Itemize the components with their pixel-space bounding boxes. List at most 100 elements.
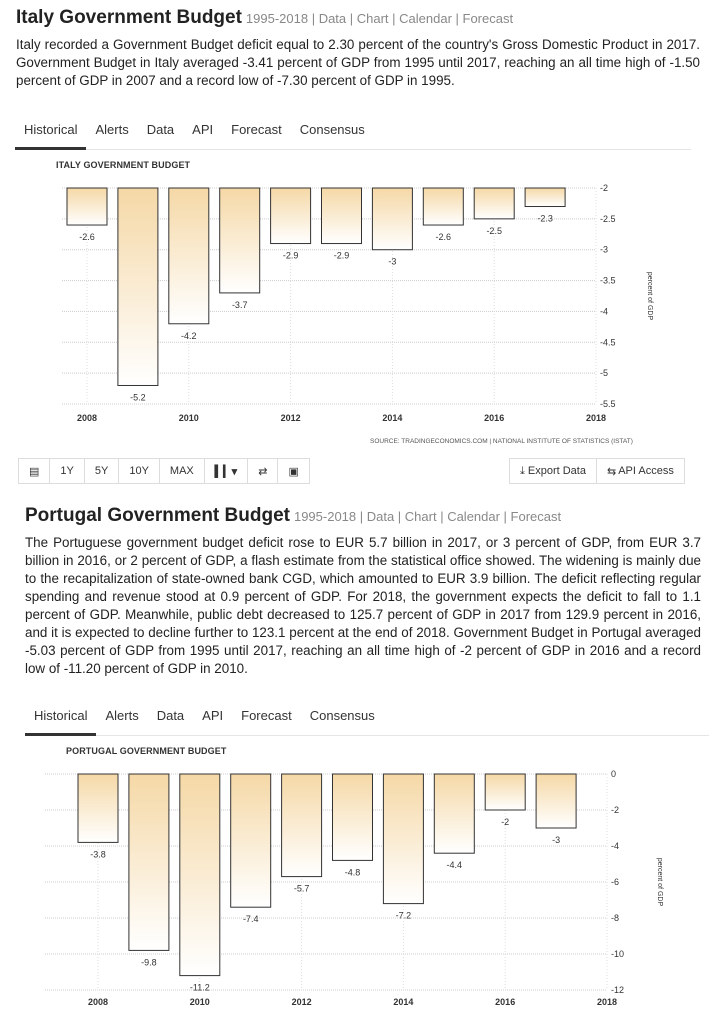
range-1y-button[interactable]: 1Y [50,459,85,483]
bar [128,773,170,951]
italy-export-toolbar: ⤓ Export Data ⇆ API Access [509,458,685,484]
y-tick-label: 0 [611,769,616,779]
shuffle-icon: ⇄ [258,465,268,478]
bar-value-label: -9.8 [141,957,157,967]
bar [382,773,424,905]
y-tick-label: -6 [611,877,619,887]
y-tick-label: -8 [611,913,619,923]
italy-source: SOURCE: TRADINGECONOMICS.COM | NATIONAL … [370,438,633,445]
bar-value-label: -2.6 [79,232,95,242]
bar-value-label: -3.8 [90,849,106,859]
bar [270,187,312,245]
bar-value-label: -4.8 [345,867,361,877]
portugal-chart-title: PORTUGAL GOVERNMENT BUDGET [66,746,227,756]
y-tick-label: -3.5 [600,276,616,286]
calendar-button[interactable]: ▤ [19,459,51,483]
range-max-button[interactable]: MAX [160,459,205,483]
tab-alerts[interactable]: Alerts [105,708,139,723]
y-tick-label: -2 [600,183,608,193]
y-tick-label: -4.5 [600,337,616,347]
tab-data[interactable]: Data [146,122,175,137]
bar [230,773,272,908]
x-tick-label: 2012 [281,413,301,423]
x-tick-label: 2016 [495,997,515,1007]
x-tick-label: 2018 [586,413,606,423]
bar-value-label: -2.9 [334,251,350,261]
x-tick-label: 2010 [190,997,210,1007]
italy-chart: -2 -2.5 -3 -3.5 -4 -4.5 -5 -5.5 2008 2010 2012 2014… [62,183,653,423]
bar [66,187,108,226]
x-tick-label: 2014 [382,413,402,423]
bar-value-label: -2.9 [283,251,299,261]
bar-value-label: -4.2 [181,331,197,341]
tab-api[interactable]: API [192,122,214,137]
bar-value-label: -3 [388,257,396,267]
portugal-title: Portugal Government Budget [25,505,290,526]
y-tick-label: -5.5 [600,399,616,409]
swap-icon: ⇆ [606,465,617,478]
bar-value-label: -2.5 [486,226,502,236]
tab-consensus[interactable]: Consensus [309,708,375,723]
bar [179,773,221,977]
bar [117,187,159,386]
bar [484,773,526,811]
tab-forecast[interactable]: Forecast [241,708,292,723]
bar [168,187,210,325]
tab-historical[interactable]: Historical [25,708,97,736]
bar [219,187,261,294]
portugal-heading: Portugal Government Budget 1995-2018 | Da… [25,505,561,527]
tab-consensus[interactable]: Consensus [299,122,365,137]
chart-type-button[interactable]: ▍▎▾ [205,459,249,483]
portugal-tabs: Historical Alerts Data API Forecast Cons… [25,708,709,736]
portugal-description: The Portuguese government budget deficit… [25,535,701,676]
bar [371,187,413,251]
compare-button[interactable]: ⇄ [248,459,279,483]
export-data-label: Export Data [527,465,586,477]
bar [321,187,362,245]
tab-forecast[interactable]: Forecast [231,122,282,137]
bar-value-label: -2 [501,817,509,827]
calendar-icon: ▤ [29,465,40,478]
y-tick-label: -4 [611,841,619,851]
bar-chart-icon: ▍▎▾ [214,465,238,478]
y-axis-label: percent of GDP [656,858,663,907]
x-tick-label: 2008 [88,997,108,1007]
y-tick-label: -4 [600,306,608,316]
tab-api[interactable]: API [202,708,224,723]
download-icon: ⤓ [520,464,525,477]
bar-value-label: -11.2 [190,983,210,993]
italy-links[interactable]: 1995-2018 | Data | Chart | Calendar | Fo… [245,11,514,26]
portugal-links[interactable]: 1995-2018 | Data | Chart | Calendar | Fo… [293,509,562,524]
range-5y-button[interactable]: 5Y [85,459,120,483]
bar [535,773,577,829]
api-access-button[interactable]: ⇆ API Access [597,459,684,483]
y-tick-label: -3 [600,245,608,255]
bar [281,773,323,878]
tab-alerts[interactable]: Alerts [95,122,129,137]
italy-heading: Italy Government Budget 1995-2018 | Data … [16,7,513,29]
bar-value-label: -2.6 [436,232,452,242]
bar [433,773,475,854]
image-icon: ▣ [288,465,299,478]
y-tick-label: -2.5 [600,214,616,224]
bar [332,773,373,861]
x-tick-label: 2014 [393,997,413,1007]
bar [524,187,566,208]
tab-data[interactable]: Data [156,708,185,723]
bar-value-label: -3.7 [232,300,248,310]
italy-description: Italy recorded a Government Budget defic… [16,37,700,88]
italy-tabs: Historical Alerts Data API Forecast Cons… [15,122,691,150]
x-tick-label: 2016 [484,413,504,423]
italy-title: Italy Government Budget [16,7,242,28]
y-axis-label: percent of GDP [646,272,653,321]
bar-value-label: -4.4 [447,860,463,870]
bar-value-label: -7.2 [396,911,412,921]
italy-chart-title: ITALY GOVERNMENT BUDGET [56,160,191,170]
image-button[interactable]: ▣ [278,459,308,483]
bar [473,187,515,220]
tab-historical[interactable]: Historical [15,122,87,150]
export-data-button[interactable]: ⤓ Export Data [510,459,597,483]
bar [422,187,464,226]
range-10y-button[interactable]: 10Y [119,459,160,483]
